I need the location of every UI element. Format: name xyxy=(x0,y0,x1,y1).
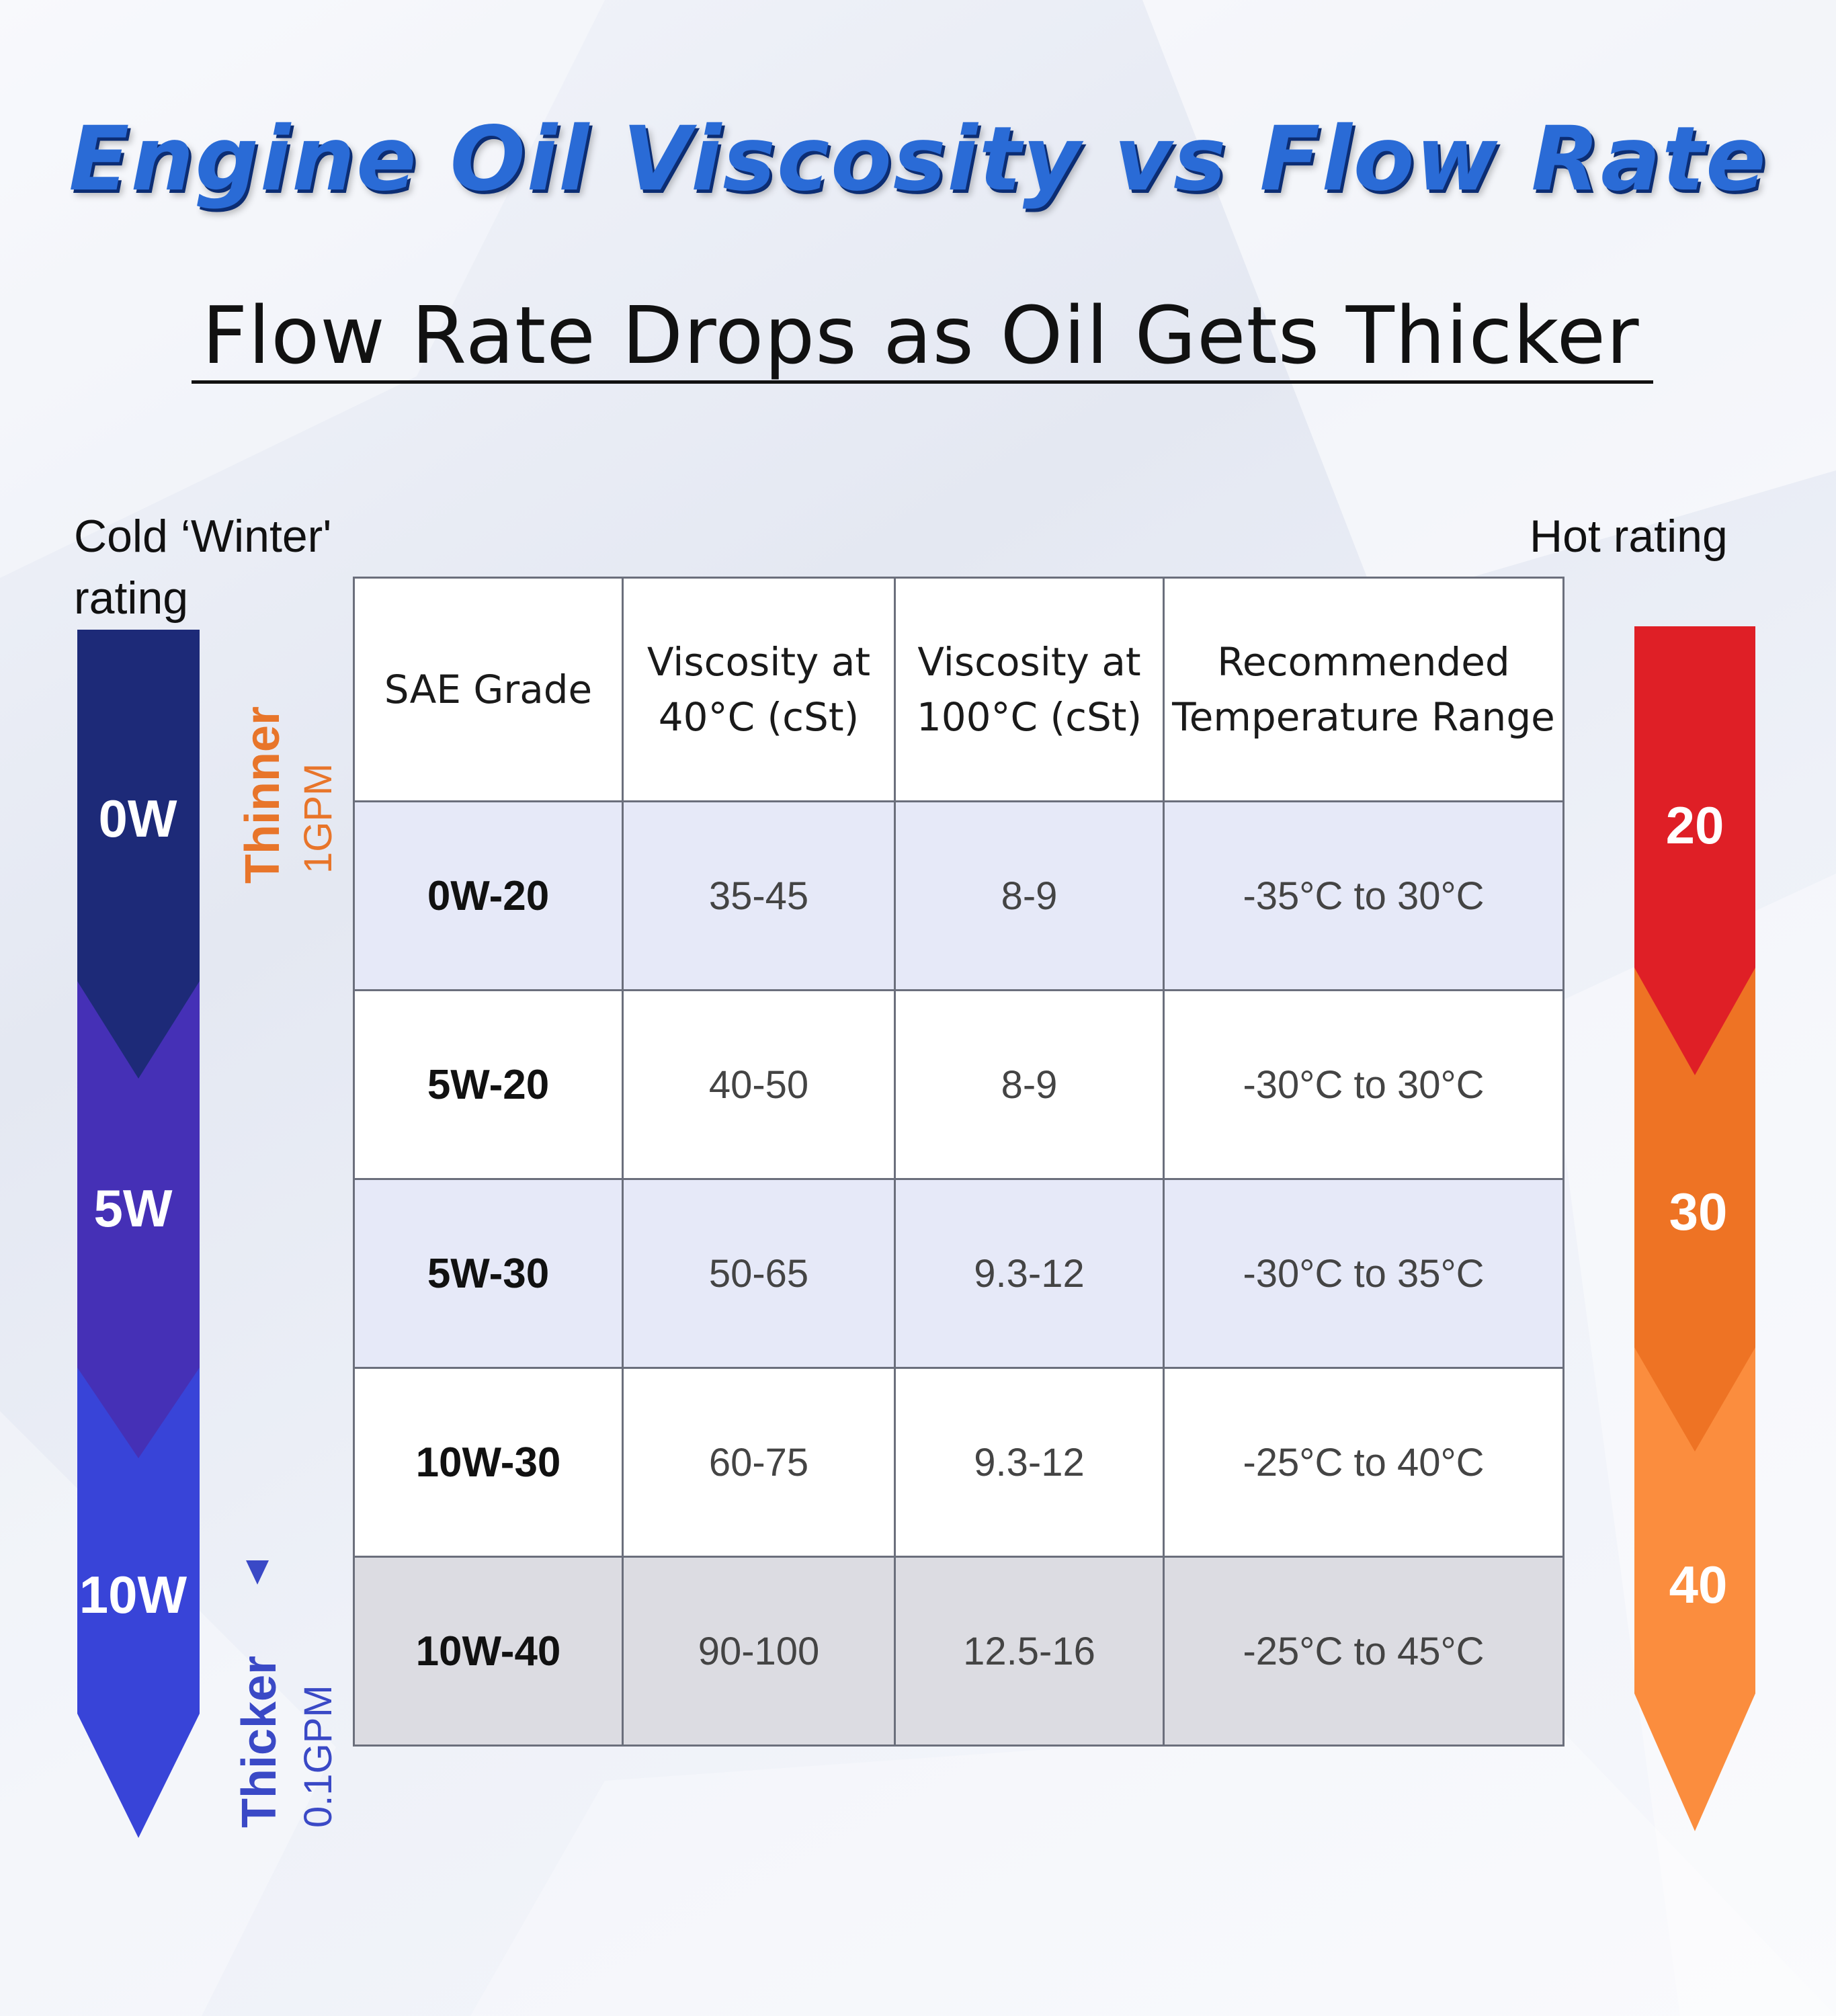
table-header-row: SAE Grade Viscosity at 40°C (cSt) Viscos… xyxy=(353,577,1564,802)
hot-arrow-segment-40 xyxy=(1634,1347,1755,1831)
cell-viscosity-100: 12.5-16 xyxy=(894,1556,1165,1747)
table-row: 10W-30 60-75 9.3-12 -25°C to 40°C xyxy=(353,1367,1564,1558)
cell-viscosity-40: 90-100 xyxy=(622,1556,896,1747)
cell-temperature-range: -35°C to 30°C xyxy=(1163,800,1564,991)
cold-rating-label: Cold ‘Winter' rating xyxy=(74,511,332,624)
flow-thinner-label: Thinner xyxy=(236,706,290,884)
header-temperature-range: Recommended Temperature Range xyxy=(1163,577,1564,802)
cold-arrow-segment-5w xyxy=(77,981,200,1458)
cell-viscosity-40: 60-75 xyxy=(622,1367,896,1558)
cell-viscosity-100: 8-9 xyxy=(894,989,1165,1180)
table-row: 5W-20 40-50 8-9 -30°C to 30°C xyxy=(353,989,1564,1180)
hot-grade-40: 40 xyxy=(1669,1555,1728,1614)
page-subtitle: Flow Rate Drops as Oil Gets Thicker xyxy=(202,289,1640,382)
header-sae-grade: SAE Grade xyxy=(353,577,624,802)
flow-bottom-rate: 0.1GPM xyxy=(296,1685,340,1828)
flow-arrowhead xyxy=(246,1560,269,1585)
flow-top-rate: 1GPM xyxy=(296,763,340,874)
cold-grade-10w: 10W xyxy=(79,1565,187,1624)
cold-arrow-segment-10w xyxy=(77,1368,200,1838)
hot-grade-30: 30 xyxy=(1669,1182,1728,1241)
hot-rating-label: Hot rating xyxy=(1530,511,1728,562)
page-title: Engine Oil Viscosity vs Flow Rate xyxy=(69,108,1767,211)
table-row: 10W-40 90-100 12.5-16 -25°C to 45°C xyxy=(353,1556,1564,1747)
cell-viscosity-100: 8-9 xyxy=(894,800,1165,991)
cell-grade: 5W-20 xyxy=(353,989,624,1180)
cell-viscosity-100: 9.3-12 xyxy=(894,1178,1165,1369)
cold-arrow-segment-0w xyxy=(77,630,200,1079)
cell-viscosity-100: 9.3-12 xyxy=(894,1367,1165,1558)
flow-thicker-label: Thicker xyxy=(233,1655,286,1828)
header-viscosity-40: Viscosity at 40°C (cSt) xyxy=(622,577,896,802)
cell-grade: 5W-30 xyxy=(353,1178,624,1369)
table-row: 5W-30 50-65 9.3-12 -30°C to 35°C xyxy=(353,1178,1564,1369)
subtitle-underline xyxy=(192,380,1653,384)
cell-viscosity-40: 50-65 xyxy=(622,1178,896,1369)
cell-viscosity-40: 40-50 xyxy=(622,989,896,1180)
cell-grade: 0W-20 xyxy=(353,800,624,991)
cold-grade-5w: 5W xyxy=(94,1179,173,1238)
header-viscosity-100: Viscosity at 100°C (cSt) xyxy=(894,577,1165,802)
viscosity-table: SAE Grade Viscosity at 40°C (cSt) Viscos… xyxy=(353,577,1564,1747)
cell-temperature-range: -25°C to 40°C xyxy=(1163,1367,1564,1558)
cell-grade: 10W-30 xyxy=(353,1367,624,1558)
cold-grade-0w: 0W xyxy=(99,789,177,848)
table-row: 0W-20 35-45 8-9 -35°C to 30°C xyxy=(353,800,1564,991)
cell-temperature-range: -25°C to 45°C xyxy=(1163,1556,1564,1747)
cell-temperature-range: -30°C to 30°C xyxy=(1163,989,1564,1180)
cell-temperature-range: -30°C to 35°C xyxy=(1163,1178,1564,1369)
cell-viscosity-40: 35-45 xyxy=(622,800,896,991)
hot-arrow-segment-20 xyxy=(1634,626,1755,1075)
hot-arrow-segment-30 xyxy=(1634,968,1755,1452)
hot-grade-20: 20 xyxy=(1666,796,1724,855)
cell-grade: 10W-40 xyxy=(353,1556,624,1747)
